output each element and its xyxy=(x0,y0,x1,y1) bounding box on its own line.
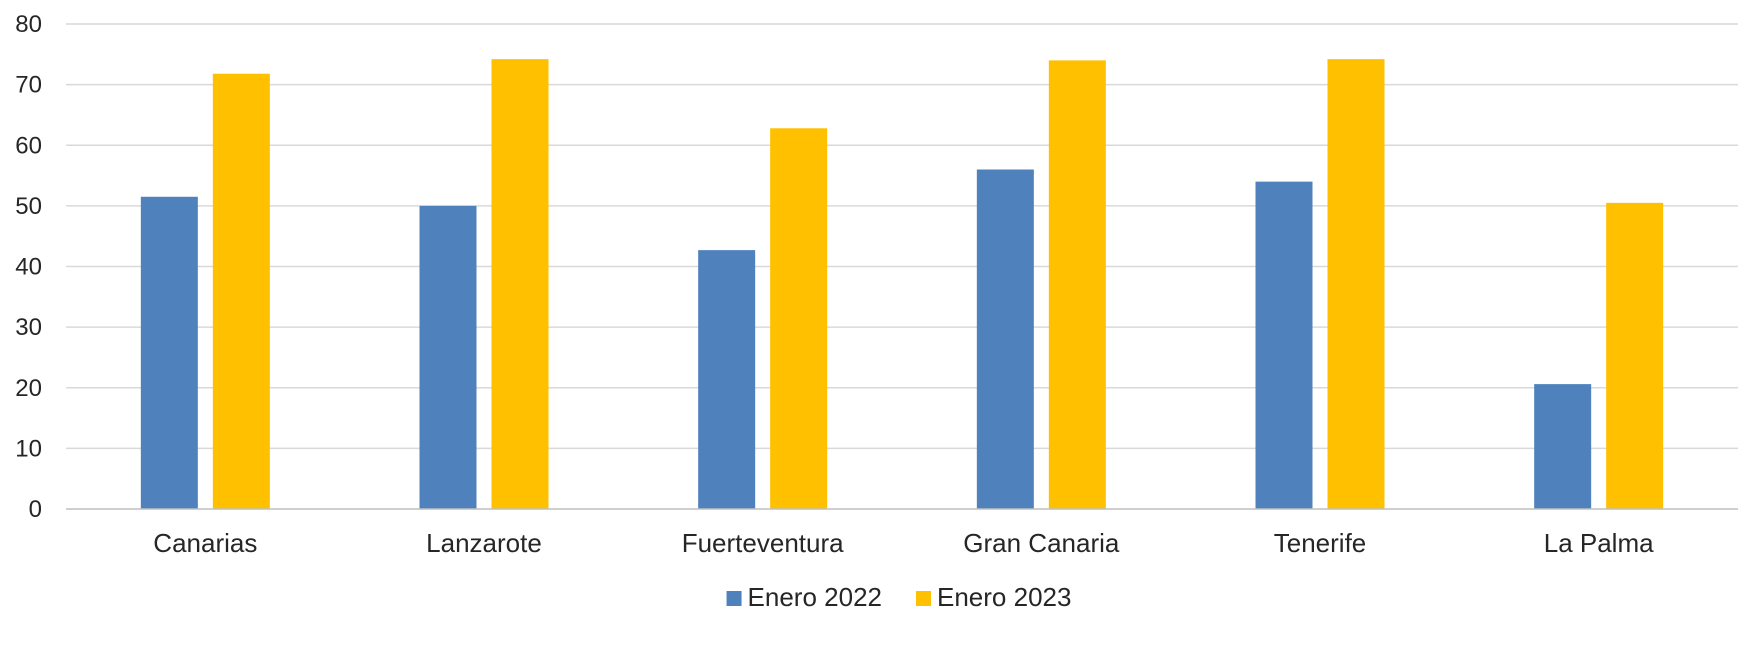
y-tick-label-80: 80 xyxy=(15,11,42,38)
legend-swatch-enero-2022 xyxy=(726,591,742,606)
x-category-label-tenerife: Tenerife xyxy=(1274,528,1367,558)
y-tick-label-0: 0 xyxy=(29,496,42,523)
bar-la-palma-enero-2022 xyxy=(1534,384,1592,509)
legend: Enero 2022 Enero 2023 xyxy=(726,582,1071,612)
x-category-label-la-palma: La Palma xyxy=(1544,528,1654,558)
y-tick-label-20: 20 xyxy=(15,375,42,402)
bar-lanzarote-enero-2022 xyxy=(419,205,477,509)
bar-canarias-enero-2022 xyxy=(140,196,198,509)
bar-canarias-enero-2023 xyxy=(212,73,270,510)
bars xyxy=(140,59,1664,510)
bar-la-palma-enero-2023 xyxy=(1606,202,1664,509)
bar-fuerteventura-enero-2023 xyxy=(770,128,828,509)
y-axis-ticks: 0 10 20 30 40 50 60 70 80 xyxy=(15,11,42,523)
bar-fuerteventura-enero-2022 xyxy=(698,250,756,509)
x-category-label-fuerteventura: Fuerteventura xyxy=(682,528,844,558)
legend-label-enero-2022: Enero 2022 xyxy=(748,582,882,612)
legend-item-enero-2023: Enero 2023 xyxy=(916,582,1071,612)
y-tick-label-30: 30 xyxy=(15,314,42,341)
bar-tenerife-enero-2023 xyxy=(1327,59,1385,509)
x-axis-categories: Canarias Lanzarote Fuerteventura Gran Canar… xyxy=(153,528,1654,558)
y-tick-label-10: 10 xyxy=(15,435,42,462)
y-tick-label-70: 70 xyxy=(15,72,42,99)
y-tick-label-50: 50 xyxy=(15,193,42,220)
legend-swatch-enero-2023 xyxy=(916,591,931,606)
bar-gran-canaria-enero-2022 xyxy=(976,169,1034,509)
bar-lanzarote-enero-2023 xyxy=(491,59,549,509)
bar-gran-canaria-enero-2023 xyxy=(1048,60,1106,509)
legend-label-enero-2023: Enero 2023 xyxy=(937,582,1071,612)
x-category-label-canarias: Canarias xyxy=(153,528,257,558)
gridlines xyxy=(66,23,1738,450)
y-tick-label-60: 60 xyxy=(15,132,42,159)
legend-item-enero-2022: Enero 2022 xyxy=(726,582,882,612)
y-tick-label-40: 40 xyxy=(15,254,42,281)
x-category-label-gran-canaria: Gran Canaria xyxy=(963,528,1120,558)
x-category-label-lanzarote: Lanzarote xyxy=(426,528,542,558)
bar-tenerife-enero-2022 xyxy=(1255,181,1313,509)
